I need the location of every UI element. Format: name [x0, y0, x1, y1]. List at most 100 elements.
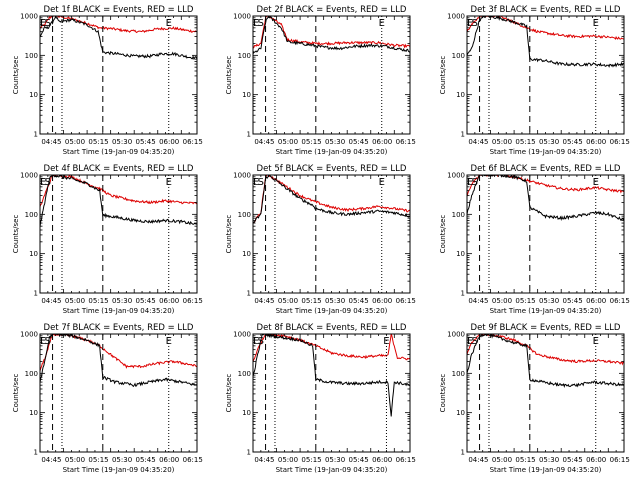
x-tick-label: 05:45	[349, 297, 369, 305]
panel-4: Det 4f BLACK = Events, RED = LLD 1 10 100 10…	[12, 164, 203, 315]
x-axis-label: Start Time (19-Jan-09 04:35:20)	[276, 307, 388, 315]
region-marker-label: E	[253, 18, 259, 29]
region-marker-label: E	[40, 18, 46, 29]
y-tick-label: 100	[25, 370, 38, 378]
x-tick-label: 06:00	[586, 456, 606, 464]
events-series-line	[467, 334, 624, 388]
x-tick-label: 05:15	[515, 297, 535, 305]
x-tick-label: 05:30	[539, 138, 559, 146]
y-tick-label: 1000	[447, 13, 465, 21]
panel-3: Det 3f BLACK = Events, RED = LLD 1 10 100 10…	[439, 5, 630, 156]
panel-7: Det 7f BLACK = Events, RED = LLD 1 10 100 10…	[12, 323, 203, 474]
panel-6: Det 6f BLACK = Events, RED = LLD 1 10 100 10…	[439, 164, 630, 315]
x-tick-label: 05:00	[65, 456, 85, 464]
region-marker-label: S	[472, 177, 478, 188]
events-series-line	[253, 175, 410, 224]
region-marker-label: S	[258, 177, 264, 188]
y-axis-label: Counts/sec	[225, 215, 233, 254]
x-tick-label: 06:00	[372, 138, 392, 146]
events-series-line	[253, 16, 410, 55]
region-marker-label: E	[467, 177, 473, 188]
plot-frame	[39, 15, 198, 135]
x-tick-label: 04:45	[468, 138, 488, 146]
lld-series-line	[253, 16, 410, 49]
region-marker-label: E	[379, 18, 385, 29]
x-tick-label: 06:15	[183, 138, 203, 146]
y-axis-label: Counts/sec	[439, 56, 447, 95]
region-marker-label: E	[467, 336, 473, 347]
y-axis-label: Counts/sec	[12, 56, 20, 95]
plot-frame	[39, 174, 198, 294]
region-marker-label: E	[379, 177, 385, 188]
region-marker-label: E	[253, 177, 259, 188]
x-tick-label: 04:45	[254, 138, 274, 146]
y-tick-label: 1	[461, 449, 465, 457]
x-tick-label: 04:45	[468, 456, 488, 464]
region-marker-label: E	[253, 336, 259, 347]
events-series-line	[40, 334, 197, 388]
panel-title: Det 5f BLACK = Events, RED = LLD	[257, 164, 407, 174]
x-tick-label: 05:15	[88, 138, 108, 146]
y-tick-label: 10	[29, 91, 38, 99]
y-tick-label: 1000	[447, 331, 465, 339]
x-tick-label: 06:15	[183, 297, 203, 305]
y-axis-label: Counts/sec	[12, 215, 20, 254]
x-axis-label: Start Time (19-Jan-09 04:35:20)	[490, 307, 602, 315]
y-axis-label: Counts/sec	[225, 374, 233, 413]
x-tick-label: 05:30	[325, 456, 345, 464]
panel-title: Det 9f BLACK = Events, RED = LLD	[471, 323, 621, 333]
x-tick-label: 05:30	[112, 138, 132, 146]
x-tick-label: 05:15	[88, 297, 108, 305]
y-tick-label: 1000	[447, 172, 465, 180]
lld-series-line	[253, 334, 410, 362]
lld-series-line	[40, 16, 197, 34]
y-tick-label: 1	[461, 131, 465, 139]
y-axis-label: Counts/sec	[439, 215, 447, 254]
x-tick-label: 06:00	[586, 297, 606, 305]
y-axis-label: Counts/sec	[439, 374, 447, 413]
events-series-line	[253, 334, 410, 417]
panel-title: Det 4f BLACK = Events, RED = LLD	[44, 164, 194, 174]
lld-series-line	[40, 175, 197, 207]
x-tick-label: 05:15	[515, 138, 535, 146]
x-tick-label: 06:00	[586, 138, 606, 146]
region-marker-label: E	[467, 18, 473, 29]
x-tick-label: 05:00	[278, 138, 298, 146]
x-tick-label: 05:45	[563, 138, 583, 146]
plot-frame	[39, 333, 198, 453]
panel-title: Det 1f BLACK = Events, RED = LLD	[44, 5, 194, 15]
lld-series-line	[253, 175, 410, 224]
x-tick-label: 05:15	[301, 456, 321, 464]
y-tick-label: 100	[452, 52, 465, 60]
x-tick-label: 05:00	[278, 297, 298, 305]
x-tick-label: 05:30	[112, 456, 132, 464]
region-marker-label: E	[593, 18, 599, 29]
x-tick-label: 05:00	[65, 138, 85, 146]
y-axis-label: Counts/sec	[225, 56, 233, 95]
panel-title: Det 2f BLACK = Events, RED = LLD	[257, 5, 407, 15]
y-tick-label: 1	[247, 290, 251, 298]
x-tick-label: 05:15	[515, 456, 535, 464]
x-tick-label: 04:45	[254, 456, 274, 464]
x-tick-label: 06:15	[183, 456, 203, 464]
y-tick-label: 10	[456, 250, 465, 258]
panel-9: Det 9f BLACK = Events, RED = LLD 1 10 100 10…	[439, 323, 630, 474]
panel-title: Det 8f BLACK = Events, RED = LLD	[257, 323, 407, 333]
y-tick-label: 100	[452, 370, 465, 378]
panel-title: Det 3f BLACK = Events, RED = LLD	[471, 5, 621, 15]
y-tick-label: 1	[247, 449, 251, 457]
x-tick-label: 04:45	[254, 297, 274, 305]
y-tick-label: 1000	[20, 331, 38, 339]
x-tick-label: 05:30	[325, 297, 345, 305]
plot-frame	[252, 333, 411, 453]
x-tick-label: 05:15	[88, 456, 108, 464]
x-tick-label: 06:15	[610, 297, 630, 305]
region-marker-label: S	[472, 336, 478, 347]
region-marker-label: E	[593, 336, 599, 347]
x-tick-label: 06:00	[159, 138, 179, 146]
y-tick-label: 10	[242, 91, 251, 99]
x-tick-label: 05:45	[136, 456, 156, 464]
y-tick-label: 1000	[233, 331, 251, 339]
x-tick-label: 05:45	[349, 456, 369, 464]
plot-frame	[466, 333, 625, 453]
